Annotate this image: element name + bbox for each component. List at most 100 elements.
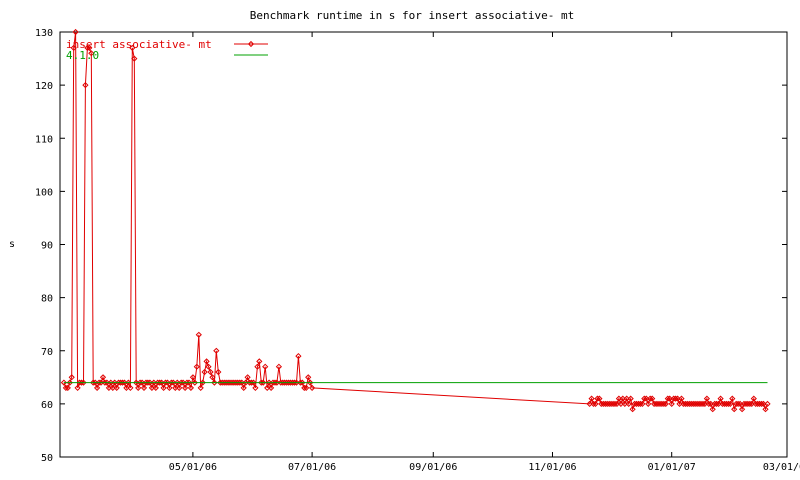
- data-point: [207, 368, 214, 376]
- data-point: [244, 374, 251, 381]
- data-point: [131, 55, 138, 62]
- data-point: [647, 395, 654, 402]
- data-point: [166, 384, 173, 392]
- data-point: [160, 384, 167, 392]
- data-point: [588, 395, 595, 402]
- data-point: [639, 400, 646, 408]
- data-point: [127, 384, 134, 392]
- legend: insert associative- mt4.1.0: [66, 38, 268, 62]
- data-point: [90, 379, 97, 386]
- data-point: [668, 400, 675, 408]
- data-point: [637, 400, 644, 408]
- x-tick-label: 07/01/06: [288, 462, 336, 473]
- legend-label: 4.1.0: [66, 49, 99, 62]
- data-point: [258, 379, 265, 386]
- data-point: [136, 379, 144, 386]
- data-point: [80, 379, 87, 386]
- data-point: [86, 44, 93, 52]
- series-layer: [60, 28, 771, 413]
- data-point: [119, 379, 126, 386]
- data-point: [170, 379, 177, 386]
- data-point: [99, 374, 107, 381]
- data-point: [125, 379, 132, 386]
- data-point: [252, 384, 259, 392]
- data-point: [156, 379, 163, 386]
- data-point: [113, 384, 120, 392]
- data-point: [135, 384, 142, 392]
- data-point: [625, 400, 632, 408]
- data-point: [101, 379, 109, 386]
- data-point: [250, 379, 257, 386]
- data-point: [666, 395, 673, 402]
- data-point: [308, 384, 316, 392]
- x-tick-label: 05/01/06: [169, 462, 217, 473]
- data-point: [234, 379, 241, 386]
- data-point: [660, 400, 668, 408]
- data-point: [641, 395, 648, 402]
- data-point: [176, 384, 183, 392]
- y-tick-label: 120: [35, 81, 53, 92]
- data-point: [590, 400, 597, 408]
- data-point: [738, 406, 746, 413]
- data-point: [82, 81, 89, 89]
- data-point: [629, 406, 636, 413]
- series-1: [60, 28, 771, 413]
- data-point: [185, 379, 193, 386]
- data-point: [168, 379, 175, 386]
- data-point: [734, 400, 742, 408]
- data-point: [205, 363, 212, 370]
- data-point: [594, 395, 601, 402]
- data-point: [713, 400, 720, 408]
- y-tick-label: 110: [35, 134, 53, 145]
- data-point: [291, 379, 298, 386]
- data-point: [709, 406, 716, 413]
- data-point: [611, 400, 619, 408]
- plot-frame: [59, 31, 788, 458]
- data-point: [275, 363, 283, 370]
- data-point: [267, 384, 275, 392]
- data-point: [731, 406, 738, 413]
- data-point: [72, 28, 79, 36]
- data-point: [596, 395, 603, 402]
- data-point: [201, 368, 208, 376]
- data-point: [645, 400, 652, 408]
- data-point: [213, 347, 220, 354]
- data-point: [195, 331, 202, 338]
- data-point: [299, 379, 306, 386]
- data-point: [760, 400, 767, 408]
- data-point: [152, 384, 159, 392]
- data-point: [203, 358, 210, 365]
- data-point: [181, 384, 189, 392]
- data-point: [305, 374, 312, 381]
- data-point: [93, 384, 101, 392]
- data-point: [162, 379, 169, 386]
- data-point: [215, 368, 222, 376]
- data-point: [78, 379, 85, 386]
- data-point: [746, 400, 754, 408]
- data-point: [240, 384, 247, 392]
- data-point: [64, 384, 71, 392]
- data-point: [74, 384, 81, 392]
- data-point: [602, 400, 609, 408]
- data-point: [129, 44, 136, 52]
- data-point: [725, 400, 732, 408]
- data-point: [678, 395, 685, 402]
- x-tick-label: 01/01/07: [648, 462, 696, 473]
- data-point: [762, 406, 769, 413]
- legend-label: insert associative- mt: [66, 38, 212, 51]
- series-line: [63, 31, 768, 412]
- legend-marker: [247, 40, 255, 48]
- data-point: [123, 384, 130, 392]
- data-point: [649, 395, 656, 402]
- y-tick-label: 60: [41, 400, 53, 411]
- data-point: [197, 384, 204, 392]
- data-point: [764, 400, 771, 408]
- data-point: [297, 379, 304, 386]
- data-point: [254, 363, 261, 370]
- data-point: [662, 400, 669, 408]
- data-point: [209, 374, 216, 381]
- y-tick-label: 80: [41, 294, 53, 305]
- data-point: [758, 400, 765, 408]
- y-tick-label: 70: [41, 347, 53, 358]
